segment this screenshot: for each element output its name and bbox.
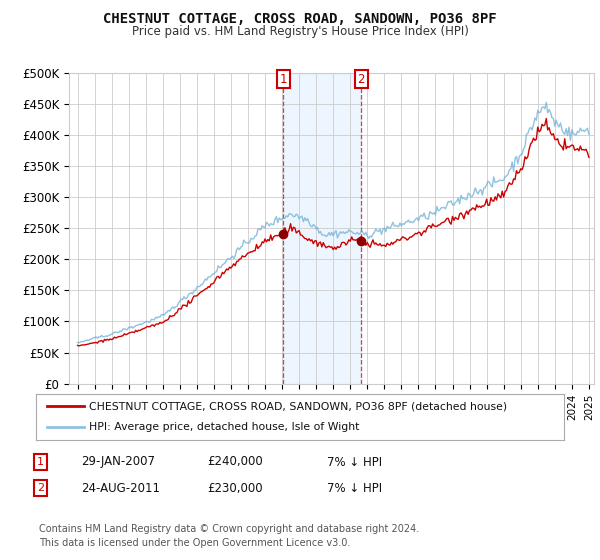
Text: 24-AUG-2011: 24-AUG-2011 — [81, 482, 160, 495]
Text: CHESTNUT COTTAGE, CROSS ROAD, SANDOWN, PO36 8PF (detached house): CHESTNUT COTTAGE, CROSS ROAD, SANDOWN, P… — [89, 401, 507, 411]
Bar — [283, 73, 361, 384]
Text: 1: 1 — [280, 72, 287, 86]
Text: 7% ↓ HPI: 7% ↓ HPI — [327, 455, 382, 469]
Text: £240,000: £240,000 — [207, 455, 263, 469]
Text: 7% ↓ HPI: 7% ↓ HPI — [327, 482, 382, 495]
Text: Contains HM Land Registry data © Crown copyright and database right 2024.
This d: Contains HM Land Registry data © Crown c… — [39, 525, 419, 548]
Text: £230,000: £230,000 — [207, 482, 263, 495]
Text: 2: 2 — [37, 483, 44, 493]
Text: 1: 1 — [37, 457, 44, 467]
Text: 2: 2 — [358, 72, 365, 86]
Text: HPI: Average price, detached house, Isle of Wight: HPI: Average price, detached house, Isle… — [89, 422, 359, 432]
Text: CHESTNUT COTTAGE, CROSS ROAD, SANDOWN, PO36 8PF: CHESTNUT COTTAGE, CROSS ROAD, SANDOWN, P… — [103, 12, 497, 26]
Text: Price paid vs. HM Land Registry's House Price Index (HPI): Price paid vs. HM Land Registry's House … — [131, 25, 469, 38]
Text: 29-JAN-2007: 29-JAN-2007 — [81, 455, 155, 469]
